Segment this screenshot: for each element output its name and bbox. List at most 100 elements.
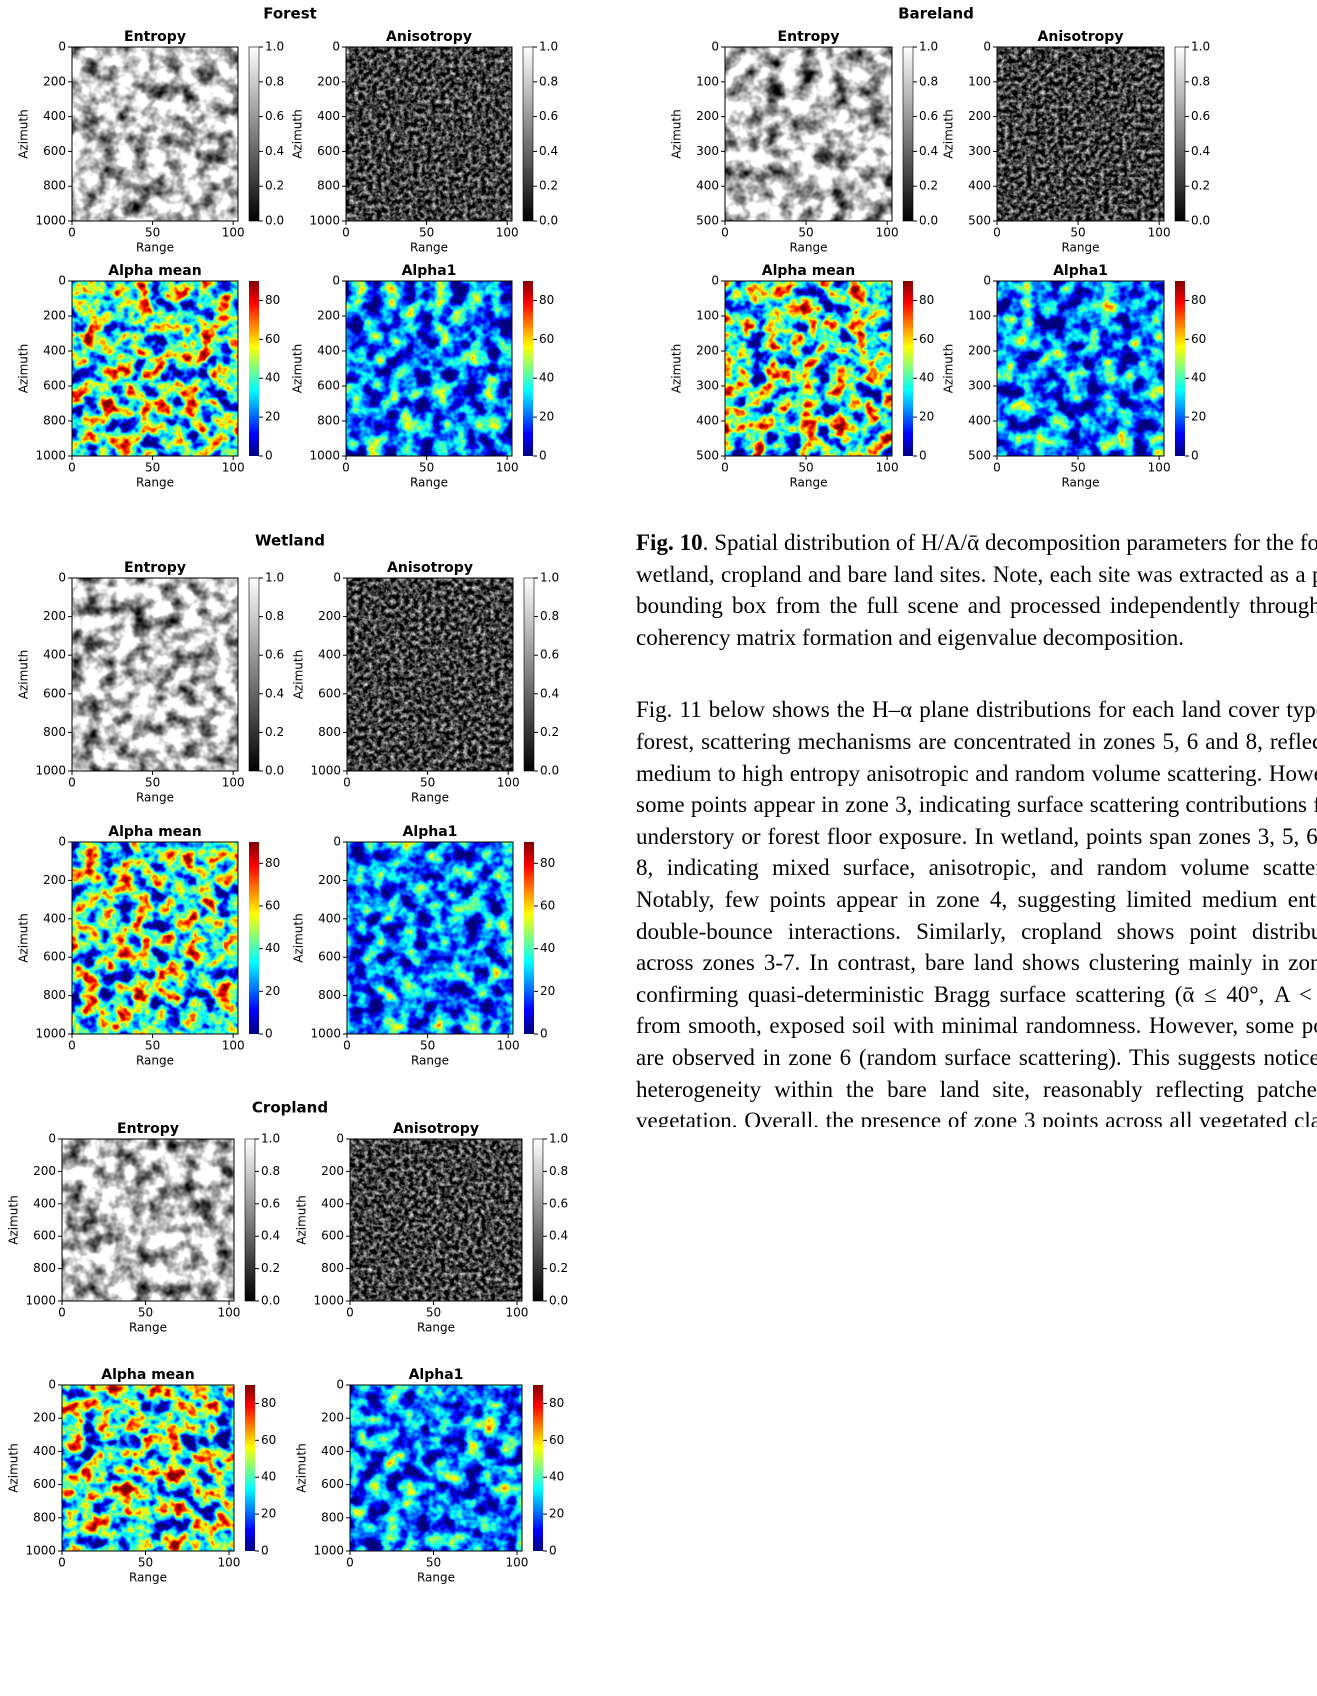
x-tick-label: 0	[58, 1556, 66, 1570]
x-tick-label: 50	[419, 226, 434, 240]
y-tick-label: 400	[968, 414, 991, 428]
y-axis-label: Azimuth	[295, 1195, 309, 1244]
x-tick-label: 0	[993, 461, 1001, 475]
x-tick-label: 100	[876, 461, 899, 475]
y-tick-label: 800	[33, 1261, 56, 1275]
colorbar-tick-label: 40	[540, 941, 555, 955]
y-tick-label: 0	[336, 1132, 344, 1146]
x-tick-label: 50	[145, 776, 160, 790]
y-tick-label: 400	[317, 109, 340, 123]
x-tick-label: 100	[222, 226, 245, 240]
x-tick-label: 50	[145, 1039, 160, 1053]
colorbar-tick-label: 40	[549, 1470, 564, 1484]
x-tick-label: 100	[222, 461, 245, 475]
y-axis-label: Azimuth	[670, 109, 684, 158]
y-tick-label: 600	[33, 1229, 56, 1243]
y-tick-label: 1000	[313, 1294, 344, 1308]
y-tick-label: 0	[332, 274, 340, 288]
x-tick-label: 100	[496, 461, 519, 475]
colorbar-tick-label: 0	[549, 1544, 557, 1558]
colorbar-tick-label: 20	[1191, 410, 1206, 424]
colorbar-tick-label: 0.6	[1191, 109, 1210, 123]
x-tick-label: 0	[342, 461, 350, 475]
y-tick-label: 200	[318, 873, 341, 887]
colorbar-tick-label: 0.8	[1191, 74, 1210, 88]
x-axis-label: Range	[136, 791, 174, 805]
x-tick-label: 100	[497, 1039, 520, 1053]
x-axis-label: Range	[129, 1571, 167, 1585]
colorbar-tick-label: 1.0	[919, 40, 938, 54]
x-tick-label: 0	[68, 226, 76, 240]
x-tick-label: 50	[420, 1039, 435, 1053]
y-tick-label: 200	[318, 609, 341, 623]
plot-frame	[996, 46, 1165, 222]
y-tick-label: 0	[711, 40, 719, 54]
y-tick-label: 1000	[35, 764, 66, 778]
caption: Fig. 10. Spatial distribution of H/A/ᾱ d…	[636, 527, 1317, 653]
y-tick-label: 200	[321, 1164, 344, 1178]
y-tick-label: 0	[333, 835, 341, 849]
y-tick-label: 800	[317, 414, 340, 428]
colorbar-tick-label: 20	[540, 984, 555, 998]
colorbar-tick-label: 20	[919, 410, 934, 424]
colorbar	[522, 46, 534, 222]
x-tick-label: 0	[346, 1556, 354, 1570]
colorbar-tick-label: 60	[261, 1433, 276, 1447]
colorbar-tick-label: 0.8	[919, 74, 938, 88]
panel-title: Entropy	[124, 560, 186, 576]
heatmap-image	[72, 578, 238, 771]
y-tick-label: 800	[33, 1510, 56, 1524]
y-tick-label: 400	[318, 648, 341, 662]
x-axis-label: Range	[136, 241, 174, 255]
colorbar-tick-label: 0.2	[1191, 179, 1210, 193]
y-tick-label: 1000	[309, 449, 340, 463]
colorbar-tick-label: 0.8	[540, 609, 559, 623]
x-tick-label: 0	[68, 776, 76, 790]
y-axis-label: Azimuth	[7, 1443, 21, 1492]
y-tick-label: 600	[317, 144, 340, 158]
plot-frame	[61, 1384, 235, 1552]
colorbar-tick-label: 20	[265, 410, 280, 424]
colorbar-tick-label: 80	[540, 856, 555, 870]
x-tick-label: 50	[420, 776, 435, 790]
y-tick-label: 500	[696, 214, 719, 228]
plot-frame	[724, 46, 893, 222]
site-title: Forest	[263, 5, 317, 23]
heatmap-image	[350, 1385, 522, 1551]
y-tick-label: 0	[711, 274, 719, 288]
caption-text: . Spatial distribution of H/A/ᾱ decompos…	[636, 530, 1317, 650]
x-tick-label: 0	[58, 1306, 66, 1320]
y-tick-label: 400	[43, 344, 66, 358]
y-tick-label: 800	[318, 725, 341, 739]
x-tick-label: 50	[138, 1556, 153, 1570]
x-axis-label: Range	[410, 241, 448, 255]
plot-frame	[996, 280, 1165, 457]
colorbar-tick-label: 0.8	[539, 74, 558, 88]
x-tick-label: 0	[721, 461, 729, 475]
plot-frame	[71, 280, 239, 457]
y-tick-label: 800	[43, 988, 66, 1002]
colorbar-tick-label: 60	[1191, 332, 1206, 346]
y-tick-label: 500	[968, 214, 991, 228]
y-tick-label: 1000	[25, 1294, 56, 1308]
y-axis-label: Azimuth	[670, 344, 684, 393]
heatmap-image	[725, 281, 892, 456]
y-tick-label: 400	[317, 344, 340, 358]
colorbar-tick-label: 80	[265, 856, 280, 870]
y-axis-label: Azimuth	[942, 344, 956, 393]
x-tick-label: 100	[1148, 226, 1171, 240]
colorbar-tick-label: 1.0	[539, 40, 558, 54]
colorbar-tick-label: 0	[919, 449, 927, 463]
colorbar-tick-label: 40	[261, 1470, 276, 1484]
y-tick-label: 100	[968, 74, 991, 88]
x-tick-label: 100	[497, 776, 520, 790]
y-tick-label: 1000	[35, 214, 66, 228]
y-tick-label: 600	[318, 686, 341, 700]
colorbar	[1175, 281, 1185, 456]
plot-frame	[724, 280, 893, 457]
y-tick-label: 1000	[25, 1544, 56, 1558]
y-tick-label: 0	[58, 40, 66, 54]
x-tick-label: 50	[798, 461, 813, 475]
colorbar-tick-label: 0.0	[549, 1294, 568, 1308]
colorbar-tick-label: 60	[539, 332, 554, 346]
